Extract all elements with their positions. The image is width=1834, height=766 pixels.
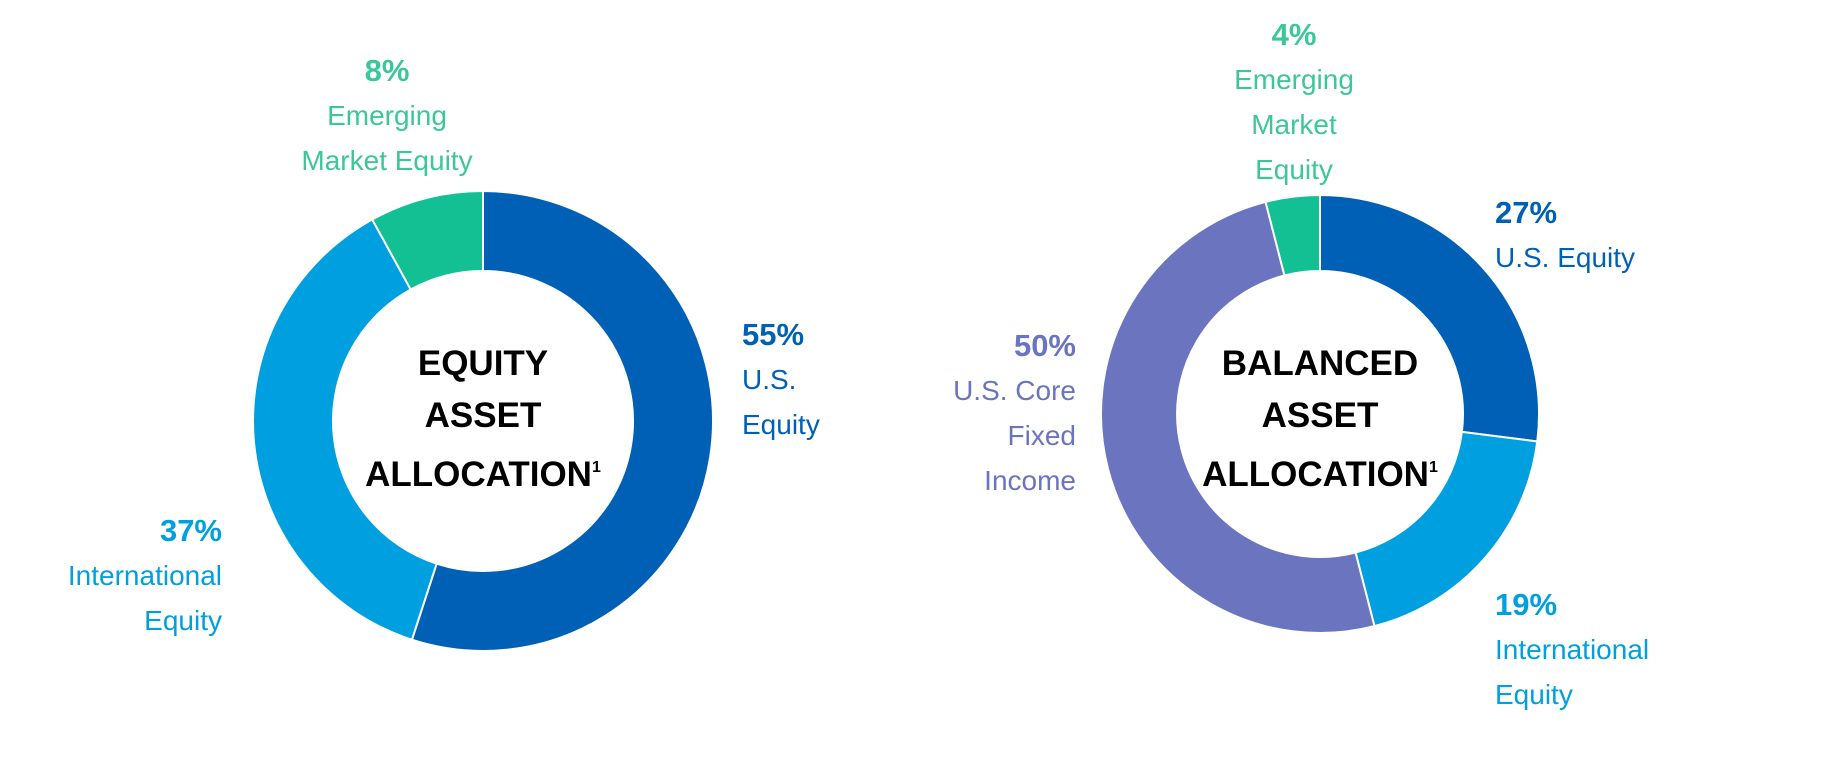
footnote-marker: 1 <box>1428 459 1438 476</box>
slice-label: International <box>67 560 222 591</box>
slice-percent: 55% <box>742 317 805 352</box>
slice-label: Market <box>1251 109 1337 140</box>
equity-chart-title: EQUITY ASSET ALLOCATION1 <box>333 338 633 501</box>
slice-label: Equity <box>144 605 222 636</box>
slice-percent: 8% <box>364 53 410 88</box>
title-line: ASSET <box>424 396 542 435</box>
label-emerging-market-equity: 8% Emerging Market Equity <box>237 48 537 183</box>
title-line: ALLOCATION <box>365 455 592 494</box>
slice-label: Emerging <box>327 100 447 131</box>
slice-percent: 37% <box>159 513 222 548</box>
slice-label: Equity <box>1495 679 1573 710</box>
label-us-equity: 27% U.S. Equity <box>1495 190 1635 280</box>
title-line: EQUITY <box>417 344 549 383</box>
donut-slice-u-s-core-fixed-income <box>1100 200 1376 634</box>
label-international-equity: 19% International Equity <box>1495 582 1649 717</box>
donut-slice-emerging-market-equity <box>370 189 484 291</box>
slice-label: Market Equity <box>301 145 473 176</box>
slice-label: U.S. Equity <box>1495 242 1636 273</box>
slice-percent: 50% <box>1013 328 1076 363</box>
slice-label: International <box>1495 634 1650 665</box>
footnote-marker: 1 <box>591 459 601 476</box>
label-us-equity: 55% U.S. Equity <box>742 312 820 447</box>
title-line: ASSET <box>1261 396 1379 435</box>
slice-label: Equity <box>742 409 820 440</box>
label-emerging-market-equity: 4% Emerging Market Equity <box>1144 12 1444 192</box>
title-line: ALLOCATION <box>1202 455 1429 494</box>
slice-percent: 4% <box>1271 17 1317 52</box>
label-us-core-fixed-income: 50% U.S. Core Fixed Income <box>800 323 1076 503</box>
donut-slice-emerging-market-equity <box>1264 193 1321 277</box>
slice-label: Equity <box>1255 154 1333 185</box>
slice-label: U.S. <box>742 364 797 395</box>
slice-percent: 27% <box>1495 195 1558 230</box>
slice-label: Income <box>984 465 1076 496</box>
slice-label: Emerging <box>1234 64 1354 95</box>
title-line: BALANCED <box>1221 344 1419 383</box>
donut-slice-u-s-equity <box>1319 193 1540 443</box>
slice-percent: 19% <box>1495 587 1558 622</box>
donut-slice-u-s-equity <box>410 189 714 652</box>
slice-label: Fixed <box>1007 420 1076 451</box>
label-international-equity: 37% International Equity <box>0 508 222 643</box>
balanced-chart-title: BALANCED ASSET ALLOCATION1 <box>1170 338 1470 501</box>
donut-slice-international-equity <box>252 218 438 642</box>
slice-label: U.S. Core <box>953 375 1076 406</box>
